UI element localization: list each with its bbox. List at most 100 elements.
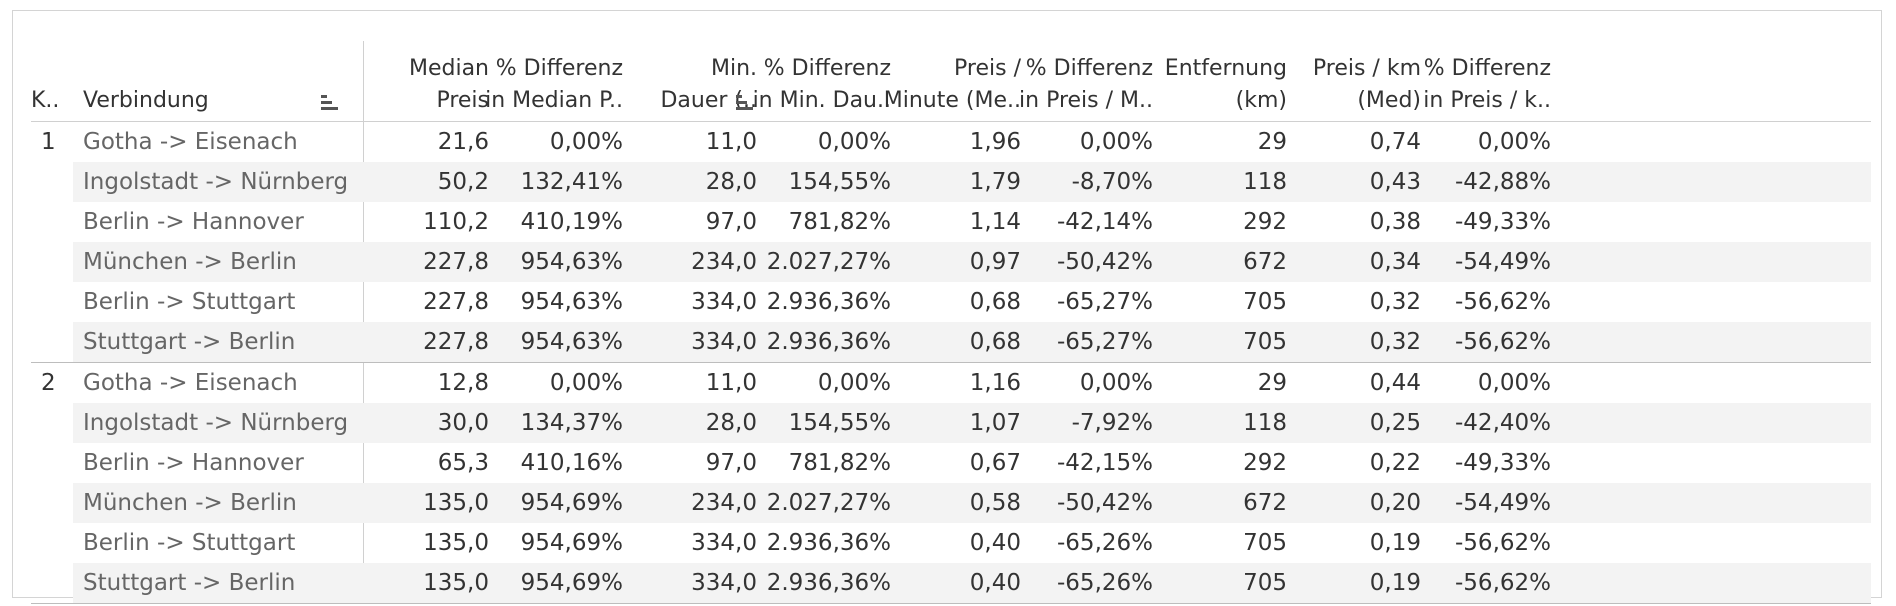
cell-pct_median: 134,37% [520,410,623,436]
cell-pct_preis_min: -8,70% [1071,169,1153,195]
cell-entf: 672 [1243,490,1287,516]
column-header-entf[interactable]: Entfernung (km) [1137,53,1287,117]
cell-verbindung: Stuttgart -> Berlin [83,329,296,355]
cell-pct_preis_km: 0,00% [1477,129,1551,155]
column-header-min_dauer[interactable]: Min. Dauer (.. [607,53,757,117]
cell-median: 110,2 [423,209,489,235]
table-row[interactable]: München -> Berlin 135,0 954,69% 234,0 2.027,… [31,483,1871,523]
table-row[interactable]: 2 Gotha -> Eisenach 12,8 0,00% 11,0 0,00% 1,16… [31,363,1871,403]
cell-pct_dauer: 2.027,27% [766,249,891,275]
cell-min_dauer: 334,0 [691,289,757,315]
column-header-line: K.. [31,88,60,113]
group-label: 1 [41,129,56,155]
cell-pct_preis_km: -56,62% [1455,530,1551,556]
column-header-line: Preis [436,88,489,113]
table-row[interactable]: Stuttgart -> Berlin 135,0 954,69% 334,0 2.93… [31,563,1871,603]
cell-verbindung: Stuttgart -> Berlin [83,570,296,596]
cell-entf: 29 [1257,129,1287,155]
table-row[interactable]: Berlin -> Hannover 110,2 410,19% 97,0 781,82… [31,202,1871,242]
column-header-pct_preis_min[interactable]: % Differenz in Preis / M.. [1003,53,1153,117]
row-band [73,403,1871,443]
cell-pct_median: 954,63% [520,249,623,275]
cell-median: 135,0 [423,490,489,516]
cell-median: 227,8 [423,249,489,275]
cell-pct_median: 410,16% [520,450,623,476]
cell-pct_preis_km: -42,40% [1455,410,1551,436]
cell-min_dauer: 334,0 [691,329,757,355]
row-group-1: 1 Gotha -> Eisenach 21,6 0,00% 11,0 0,00% 1,96… [31,122,1871,362]
row-band [73,483,1871,523]
table-row[interactable]: Stuttgart -> Berlin 227,8 954,63% 334,0 2.93… [31,322,1871,362]
column-header-line: Dauer (.. [660,88,757,113]
row-group-2: 2 Gotha -> Eisenach 12,8 0,00% 11,0 0,00% 1,16… [31,362,1871,603]
cell-pct_dauer: 0,00% [817,129,891,155]
table-row[interactable]: Ingolstadt -> Nürnberg 30,0 134,37% 28,0 154… [31,403,1871,443]
cell-pct_preis_min: -50,42% [1057,490,1153,516]
table-row[interactable]: Berlin -> Hannover 65,3 410,16% 97,0 781,82%… [31,443,1871,483]
cell-pct_preis_km: -56,62% [1455,570,1551,596]
cell-median: 65,3 [437,450,489,476]
table-row[interactable]: Berlin -> Stuttgart 135,0 954,69% 334,0 2.93… [31,523,1871,563]
cell-pct_preis_km: -42,88% [1455,169,1551,195]
cell-preis_km: 0,34 [1369,249,1421,275]
cell-entf: 705 [1243,570,1287,596]
cell-min_dauer: 28,0 [705,410,757,436]
column-header-pct_preis_km[interactable]: % Differenz in Preis / k.. [1401,53,1551,117]
cell-median: 227,8 [423,289,489,315]
cell-verbindung: Gotha -> Eisenach [83,370,298,396]
column-header-median[interactable]: Median Preis [339,53,489,117]
cell-verbindung: Ingolstadt -> Nürnberg [83,410,349,436]
cell-pct_preis_min: -42,15% [1057,450,1153,476]
cell-preis_km: 0,44 [1369,370,1421,396]
column-header-line: % Differenz [1025,56,1153,81]
cell-preis_km: 0,22 [1369,450,1421,476]
cell-preis_min: 0,68 [969,289,1021,315]
cell-preis_km: 0,32 [1369,329,1421,355]
cell-preis_min: 1,79 [969,169,1021,195]
cell-min_dauer: 234,0 [691,490,757,516]
cell-pct_median: 954,69% [520,530,623,556]
sort-icon-verbindung[interactable] [321,95,339,111]
cell-pct_preis_min: -42,14% [1057,209,1153,235]
cell-preis_min: 1,07 [969,410,1021,436]
row-band [73,162,1871,202]
table-row[interactable]: Ingolstadt -> Nürnberg 50,2 132,41% 28,0 154… [31,162,1871,202]
row-band [73,563,1871,603]
cell-pct_dauer: 781,82% [788,450,891,476]
cell-preis_km: 0,32 [1369,289,1421,315]
header-column-divider [363,41,364,121]
cell-pct_dauer: 2.936,36% [766,289,891,315]
cell-pct_dauer: 154,55% [788,169,891,195]
column-header-preis_km[interactable]: Preis / km (Med) [1271,53,1421,117]
table-row[interactable]: München -> Berlin 227,8 954,63% 234,0 2.027,… [31,242,1871,282]
column-header-conn[interactable]: Verbindung [83,85,209,117]
column-header-line: Median [408,56,489,81]
table-bottom-border [31,603,1871,604]
cell-entf: 292 [1243,450,1287,476]
cell-pct_median: 0,00% [549,370,623,396]
column-header-pct_dauer[interactable]: % Differenz in Min. Dau.. [741,53,891,117]
column-header-line: in Preis / M.. [1019,88,1153,113]
sort-icon-min-dauer[interactable] [736,95,754,111]
cell-pct_preis_min: 0,00% [1079,370,1153,396]
cell-pct_preis_min: 0,00% [1079,129,1153,155]
cell-verbindung: Ingolstadt -> Nürnberg [83,169,349,195]
cell-median: 50,2 [437,169,489,195]
table-row[interactable]: 1 Gotha -> Eisenach 21,6 0,00% 11,0 0,00% 1,96… [31,122,1871,162]
cell-pct_dauer: 154,55% [788,410,891,436]
data-table: K.. Verbindung Median Preis% Differenz in Me… [31,31,1871,604]
cell-min_dauer: 11,0 [705,129,757,155]
cell-preis_min: 0,40 [969,570,1021,596]
cell-preis_min: 0,58 [969,490,1021,516]
column-header-line: in Min. Dau.. [752,88,891,113]
cell-median: 135,0 [423,530,489,556]
column-header-k[interactable]: K.. [31,85,59,117]
column-header-pct_median[interactable]: % Differenz in Median P.. [473,53,623,117]
cell-entf: 672 [1243,249,1287,275]
cell-pct_dauer: 2.936,36% [766,530,891,556]
table-header: K.. Verbindung Median Preis% Differenz in Me… [31,31,1871,122]
table-row[interactable]: Berlin -> Stuttgart 227,8 954,63% 334,0 2.93… [31,282,1871,322]
cell-preis_min: 0,40 [969,530,1021,556]
cell-entf: 292 [1243,209,1287,235]
column-header-preis_min[interactable]: Preis / Minute (Me.. [871,53,1021,117]
